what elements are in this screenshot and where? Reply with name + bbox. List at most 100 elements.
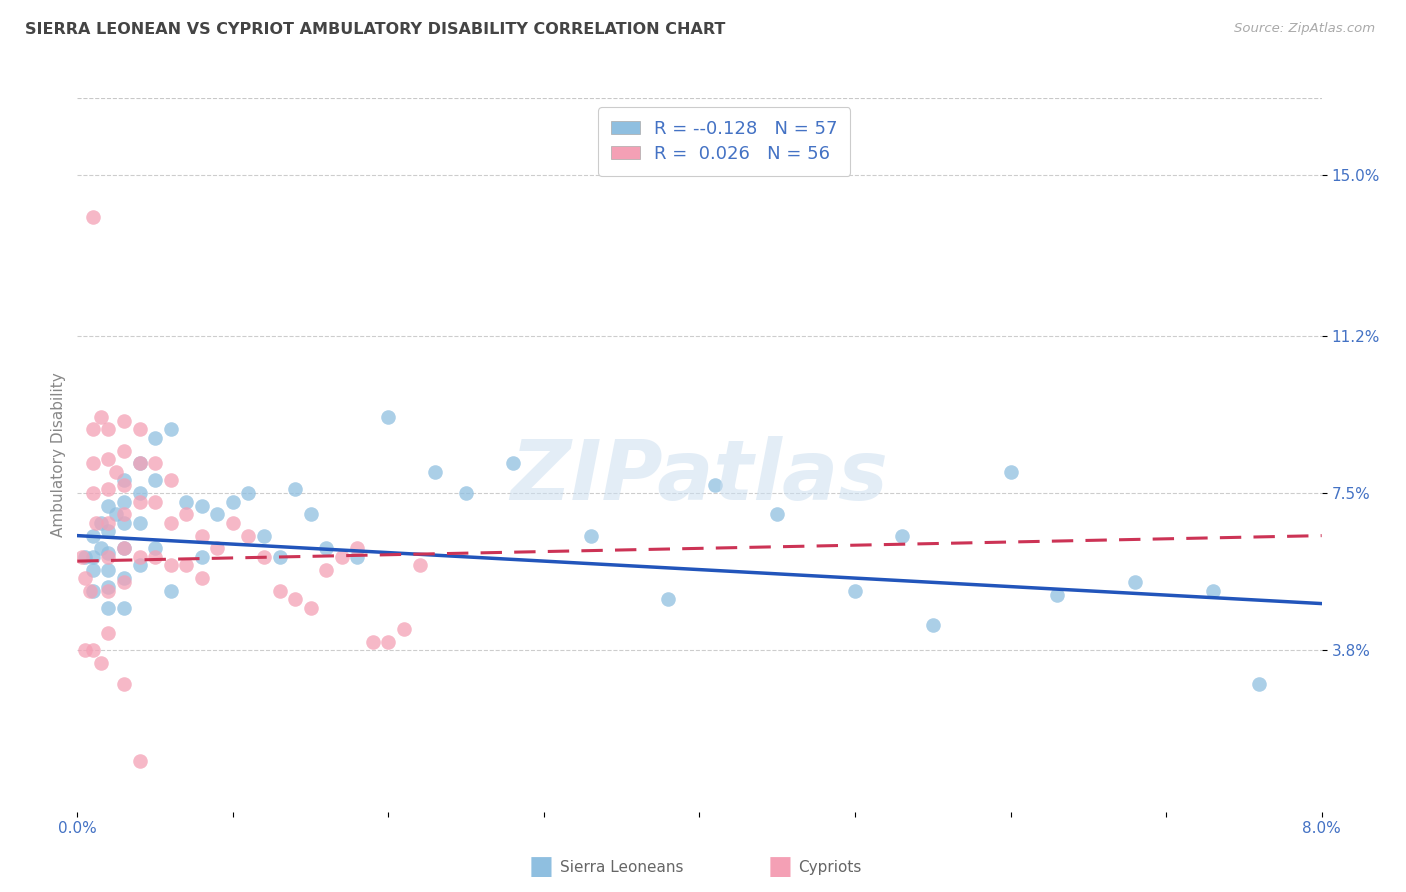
Point (112, 600, 135, 615)
Point (82, 549, 104, 564)
Point (377, 635, 399, 649)
Point (128, 486, 150, 500)
Point (159, 422, 181, 436)
Point (704, 477, 727, 491)
Point (82, 528, 104, 542)
Point (174, 558, 197, 573)
Point (82, 563, 104, 577)
Text: SIERRA LEONEAN VS CYPRIOT AMBULATORY DISABILITY CORRELATION CHART: SIERRA LEONEAN VS CYPRIOT AMBULATORY DIS… (25, 22, 725, 37)
Point (269, 549, 291, 564)
Point (502, 457, 524, 471)
Point (112, 477, 135, 491)
Point (105, 465, 128, 479)
Point (79, 583, 101, 598)
Point (222, 494, 245, 508)
Point (97, 524, 120, 539)
Point (159, 583, 181, 598)
Point (456, 486, 478, 500)
Point (82, 210, 104, 224)
Point (1046, 588, 1069, 602)
Point (284, 482, 307, 496)
Point (97, 549, 120, 564)
Point (112, 494, 135, 508)
Point (112, 571, 135, 585)
Point (128, 494, 150, 508)
Text: Source: ZipAtlas.com: Source: ZipAtlas.com (1234, 22, 1375, 36)
Point (97, 583, 120, 598)
Point (284, 592, 307, 607)
Point (82, 583, 104, 598)
Text: Sierra Leoneans: Sierra Leoneans (560, 860, 683, 874)
Point (392, 622, 415, 636)
Point (207, 508, 229, 522)
Text: ZIPatlas: ZIPatlas (510, 436, 889, 516)
Point (112, 677, 135, 691)
Point (921, 617, 943, 632)
Point (579, 528, 602, 542)
Point (97, 563, 120, 577)
Point (128, 457, 150, 471)
Point (75, 549, 97, 564)
Point (408, 558, 430, 573)
Point (143, 431, 166, 445)
Point (112, 414, 135, 428)
Point (315, 563, 337, 577)
Point (330, 549, 353, 564)
Point (128, 549, 150, 564)
Point (97, 626, 120, 640)
Point (238, 528, 260, 542)
Point (174, 494, 197, 508)
Point (143, 457, 166, 471)
Point (97, 516, 120, 530)
Point (84, 516, 107, 530)
Point (70, 549, 93, 564)
Text: Cypriots: Cypriots (799, 860, 862, 874)
Point (1123, 575, 1146, 590)
Point (97, 546, 120, 560)
Point (112, 541, 135, 556)
Point (253, 549, 276, 564)
Point (143, 474, 166, 488)
Point (346, 549, 368, 564)
Point (191, 499, 214, 513)
Point (97, 600, 120, 615)
Point (82, 643, 104, 657)
Point (174, 508, 197, 522)
Point (269, 583, 291, 598)
Point (143, 494, 166, 508)
Text: ■: ■ (529, 854, 554, 880)
Point (191, 571, 214, 585)
Text: ■: ■ (768, 854, 793, 880)
Point (82, 422, 104, 436)
Point (766, 508, 789, 522)
Point (97, 452, 120, 467)
Point (191, 549, 214, 564)
Point (90, 409, 112, 424)
Point (1202, 583, 1225, 598)
Point (299, 508, 322, 522)
Point (844, 583, 866, 598)
Point (143, 549, 166, 564)
Point (112, 443, 135, 458)
Point (97, 499, 120, 513)
Point (1000, 465, 1022, 479)
Point (112, 575, 135, 590)
Point (97, 482, 120, 496)
Point (159, 516, 181, 530)
Point (97, 422, 120, 436)
Point (377, 409, 399, 424)
Point (90, 516, 112, 530)
Point (90, 541, 112, 556)
Point (128, 754, 150, 768)
Point (112, 474, 135, 488)
Point (346, 541, 368, 556)
Point (128, 422, 150, 436)
Point (90, 656, 112, 670)
Point (207, 541, 229, 556)
Point (128, 457, 150, 471)
Point (191, 528, 214, 542)
Point (315, 541, 337, 556)
Point (222, 516, 245, 530)
Point (82, 457, 104, 471)
Point (361, 635, 384, 649)
